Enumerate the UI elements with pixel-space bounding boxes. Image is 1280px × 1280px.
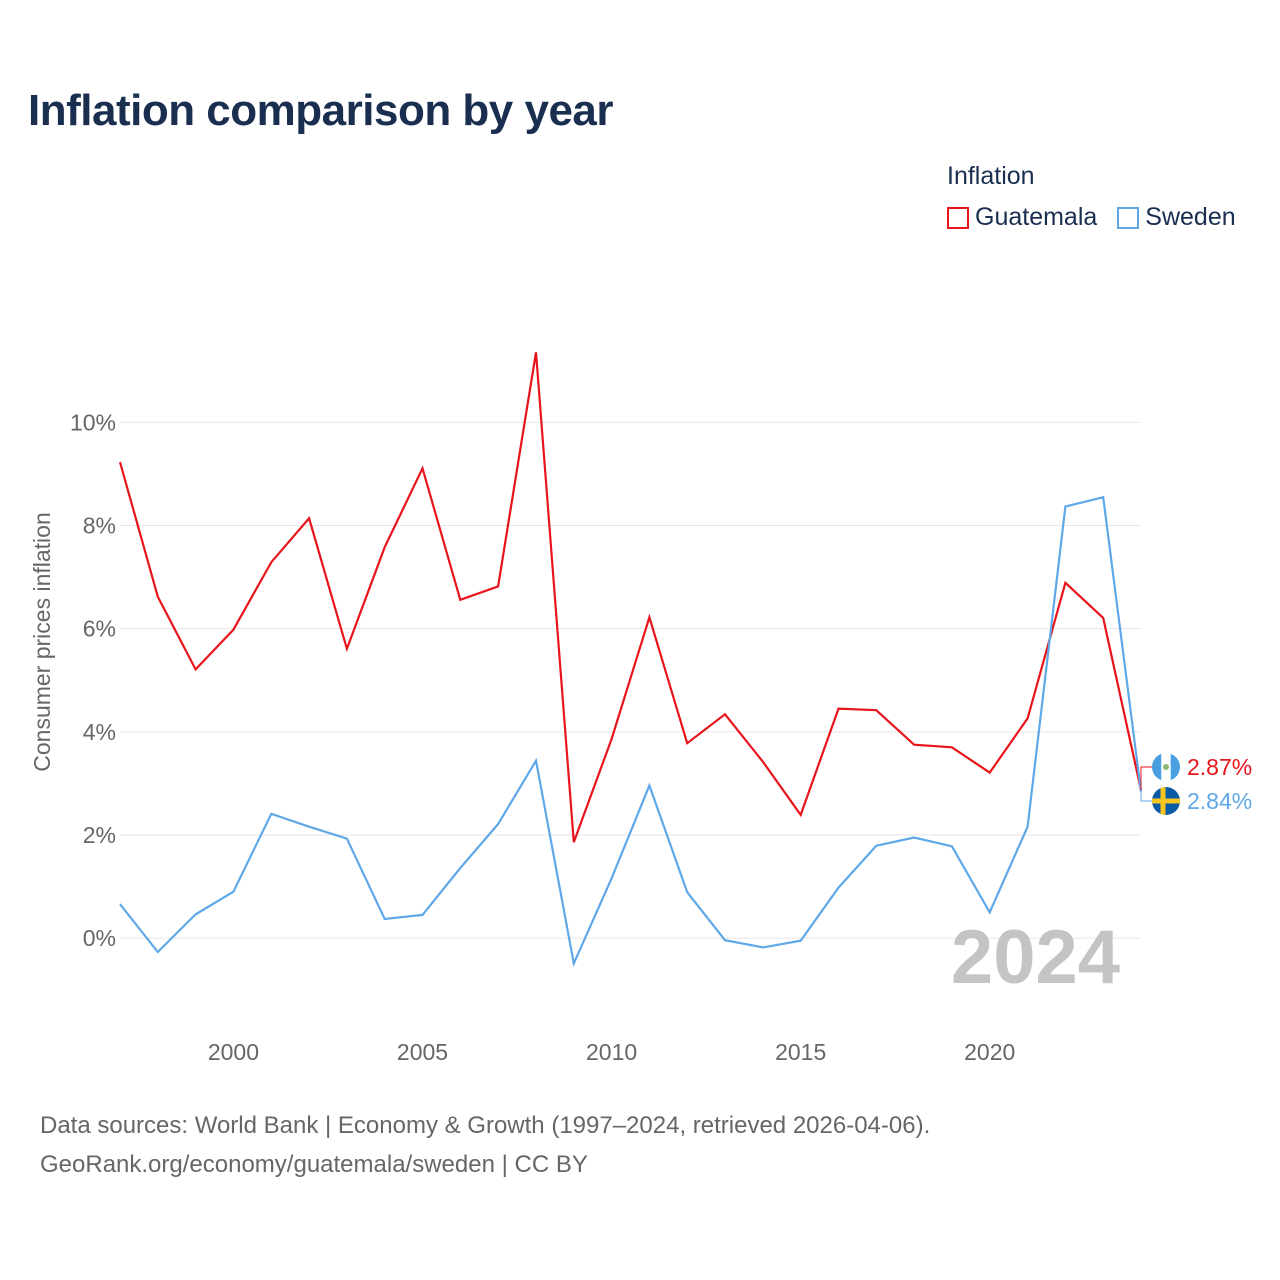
end-label-leader xyxy=(1140,791,1152,802)
end-label-guatemala: 2.87% xyxy=(1187,754,1252,780)
y-tick-label: 4% xyxy=(83,719,116,745)
y-axis-label: Consumer prices inflation xyxy=(29,512,55,772)
end-label-leader xyxy=(1140,766,1152,791)
legend-item-sweden[interactable]: Sweden xyxy=(1117,203,1236,232)
legend-title: Inflation xyxy=(947,162,1035,190)
series-line-guatemala xyxy=(118,352,1143,843)
legend-item-guatemala[interactable]: Guatemala xyxy=(947,203,1097,232)
guatemala-flag-icon xyxy=(1152,753,1180,781)
y-tick-label: 8% xyxy=(83,513,116,539)
series-line-sweden xyxy=(119,495,1143,968)
line-chart: 0% 2% 4% 6% 8% 10% 2000 2005 2010 2015 2020 Consume… xyxy=(29,352,1252,1065)
end-label-sweden: 2.84% xyxy=(1187,788,1252,814)
legend-label-guatemala: Guatemala xyxy=(975,203,1098,231)
sweden-flag-icon xyxy=(1152,787,1180,815)
legend-swatch-guatemala xyxy=(947,206,969,229)
x-tick-label: 2005 xyxy=(397,1039,448,1065)
x-tick-label: 2000 xyxy=(208,1039,259,1065)
legend-label-sweden: Sweden xyxy=(1145,203,1236,231)
y-tick-label: 0% xyxy=(83,925,116,951)
x-tick-label: 2015 xyxy=(775,1039,826,1065)
y-tick-label: 2% xyxy=(83,822,116,848)
legend: Inflation Guatemala Sweden xyxy=(947,162,1256,232)
legend-swatch-sweden xyxy=(1117,206,1140,229)
y-tick-label: 10% xyxy=(70,409,116,435)
footer-attribution: GeoRank.org/economy/guatemala/sweden | C… xyxy=(40,1151,588,1178)
x-tick-label: 2020 xyxy=(964,1039,1015,1065)
footer: Data sources: World Bank | Economy & Gro… xyxy=(40,1106,930,1184)
chart-title: Inflation comparison by year xyxy=(28,86,614,135)
x-tick-label: 2010 xyxy=(586,1039,637,1065)
y-tick-label: 6% xyxy=(83,616,116,642)
year-watermark: 2024 xyxy=(951,915,1120,1000)
footer-source: Data sources: World Bank | Economy & Gro… xyxy=(40,1112,931,1139)
